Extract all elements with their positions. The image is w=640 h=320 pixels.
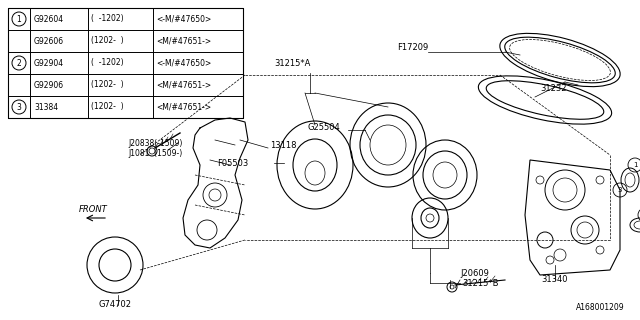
- Text: G74702: G74702: [99, 300, 131, 309]
- Text: G92604: G92604: [34, 14, 64, 23]
- Text: F05503: F05503: [217, 158, 248, 167]
- Text: A168001209: A168001209: [577, 303, 625, 312]
- Text: 31340: 31340: [541, 275, 568, 284]
- Text: 1: 1: [633, 162, 637, 168]
- Text: G92606: G92606: [34, 36, 64, 45]
- Text: (1202-  ): (1202- ): [91, 81, 124, 90]
- Text: <-M/#47650>: <-M/#47650>: [156, 14, 211, 23]
- Text: 2: 2: [17, 59, 21, 68]
- Text: <-M/#47650>: <-M/#47650>: [156, 59, 211, 68]
- Text: 31215*A: 31215*A: [274, 59, 310, 68]
- Text: F17209: F17209: [397, 43, 428, 52]
- Text: (1202-  ): (1202- ): [91, 102, 124, 111]
- Text: <M/#47651->: <M/#47651->: [156, 36, 211, 45]
- Text: (  -1202): ( -1202): [91, 59, 124, 68]
- Text: 31215*B: 31215*B: [462, 278, 499, 287]
- Text: (  -1202): ( -1202): [91, 14, 124, 23]
- Text: 1: 1: [17, 14, 21, 23]
- Text: G25504: G25504: [307, 124, 340, 132]
- Text: G92906: G92906: [34, 81, 64, 90]
- Text: <M/#47651->: <M/#47651->: [156, 102, 211, 111]
- Text: J20838(-1509): J20838(-1509): [128, 139, 182, 148]
- Text: G92904: G92904: [34, 59, 64, 68]
- Text: 3: 3: [17, 102, 21, 111]
- Text: (1202-  ): (1202- ): [91, 36, 124, 45]
- Text: J20609: J20609: [460, 269, 489, 278]
- Text: 13118: 13118: [270, 140, 296, 149]
- Bar: [8, 8, 243, 118]
- Text: <M/#47651->: <M/#47651->: [156, 81, 211, 90]
- Text: 31384: 31384: [34, 102, 58, 111]
- Text: J1081  (1509-): J1081 (1509-): [128, 149, 182, 158]
- Text: 3: 3: [618, 187, 622, 193]
- Text: 31232: 31232: [540, 84, 566, 93]
- Text: FRONT: FRONT: [79, 205, 108, 214]
